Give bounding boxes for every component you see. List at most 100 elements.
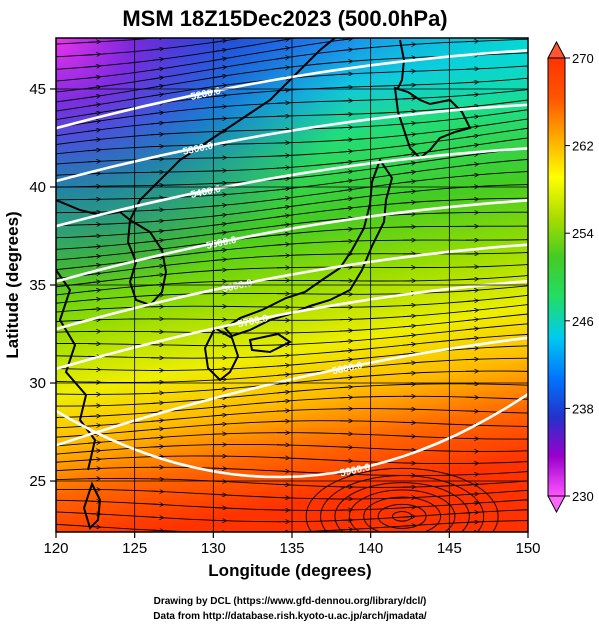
streamline-arrow <box>213 195 225 196</box>
streamline-arrow <box>529 137 540 138</box>
streamline-arrow <box>465 503 477 504</box>
coastline-shikoku <box>248 332 292 354</box>
y-tick-label: 45 <box>29 81 46 98</box>
streamline-arrow <box>339 61 351 62</box>
credit-drawing: Drawing by DCL (https://www.gfd-dennou.o… <box>154 596 427 607</box>
streamline-arrow <box>213 95 225 96</box>
streamline-arrow <box>150 403 162 404</box>
streamline-arrow <box>88 539 99 540</box>
streamline-arrow <box>213 389 225 390</box>
streamline-arrow <box>529 65 540 66</box>
streamline-arrow <box>339 151 351 152</box>
streamline-arrow <box>529 275 540 276</box>
streamline-arrow <box>213 224 225 225</box>
streamline-arrow <box>276 216 288 217</box>
streamline-arrow <box>150 249 162 250</box>
streamline-arrow <box>213 494 225 495</box>
streamline-arrow <box>87 113 99 115</box>
map-gridlines <box>56 38 528 532</box>
streamline-arrow <box>213 205 225 206</box>
streamline-arrow <box>150 517 162 518</box>
y-tick-label: 25 <box>29 473 46 490</box>
streamline-arrow <box>466 28 477 29</box>
streamline-arrow <box>150 257 162 258</box>
streamline <box>56 38 160 45</box>
streamline-arrow <box>529 471 540 472</box>
streamline-arrow <box>529 334 540 335</box>
streamline-arrow <box>402 305 414 306</box>
streamline-arrow <box>402 191 414 192</box>
streamline-arrow <box>339 39 351 40</box>
streamline-arrow <box>87 290 99 291</box>
coastline-sakhalin <box>397 39 406 89</box>
streamline-arrow <box>402 353 414 354</box>
streamline-arrow <box>339 377 351 378</box>
streamline-arrow <box>213 250 225 251</box>
height-contour-line <box>56 279 528 371</box>
streamline-arrow <box>276 48 288 50</box>
streamline <box>56 38 298 70</box>
y-axis-ticks: 25 30 35 40 45 <box>29 81 56 490</box>
streamline-arrow <box>213 76 225 78</box>
streamline-arrow <box>339 529 351 530</box>
colorbar-tick-label: 230 <box>572 489 594 504</box>
streamline-arrow <box>465 512 477 513</box>
streamline-arrow <box>87 42 99 43</box>
streamline <box>56 38 528 93</box>
streamline-arrow <box>465 329 477 330</box>
streamline-arrow <box>276 156 288 157</box>
colorbar-scale <box>547 57 566 497</box>
streamline-arrow <box>87 54 99 55</box>
streamline-arrow <box>339 360 351 361</box>
x-tick-label: 150 <box>515 540 540 557</box>
streamline-arrow <box>529 127 540 128</box>
colorbar-tick-label: 254 <box>572 226 594 241</box>
streamline-arrow <box>529 98 540 99</box>
credit-data: Data from http://database.rish.kyoto-u.a… <box>153 611 427 622</box>
streamline-arrow <box>213 107 225 108</box>
streamline-arrow <box>529 108 540 110</box>
streamline-arrow <box>276 168 288 169</box>
streamline <box>56 313 528 334</box>
streamline-arrow <box>529 303 540 304</box>
streamline-arrow <box>87 161 99 162</box>
streamline-arrow <box>465 136 477 137</box>
streamline-arrow <box>213 233 225 234</box>
streamline-arrow <box>529 52 540 53</box>
streamline-arrow <box>276 57 288 58</box>
streamline-arrow <box>402 202 414 203</box>
y-tick-label: 30 <box>29 375 46 392</box>
streamline-arrow <box>529 294 540 295</box>
streamline-arrow <box>87 105 99 107</box>
streamline-arrow <box>150 530 162 531</box>
x-axis-label: Longitude (degrees) <box>208 561 371 580</box>
streamline <box>56 127 528 165</box>
wind-streamlines <box>56 28 540 540</box>
streamline-arrow <box>402 344 414 345</box>
x-axis-ticks: 120 125 130 135 140 145 150 <box>43 532 541 557</box>
streamline <box>56 252 528 279</box>
streamline-arrow <box>529 323 540 324</box>
y-axis-label: Latitude (degrees) <box>3 211 22 358</box>
streamline-arrow <box>276 355 288 356</box>
x-tick-label: 125 <box>122 540 147 557</box>
coastline-honshu <box>223 157 394 338</box>
streamline <box>56 395 528 418</box>
streamline-arrow <box>150 49 162 50</box>
streamline-arrow <box>213 415 225 416</box>
streamline-arrow <box>87 96 99 98</box>
streamline-arrow <box>465 106 477 107</box>
streamline-arrow <box>402 172 414 173</box>
streamline-arrow <box>339 162 351 163</box>
x-tick-label: 130 <box>201 540 226 557</box>
streamline-arrow <box>87 236 99 237</box>
streamline-arrow <box>403 32 414 33</box>
streamline-arrow <box>150 78 162 80</box>
streamline-arrow <box>276 67 288 68</box>
streamline-arrow <box>529 461 540 462</box>
streamline-arrow <box>150 123 162 124</box>
streamline-arrow <box>87 87 99 88</box>
streamline-arrow <box>402 123 414 124</box>
streamline-arrow <box>213 260 225 261</box>
streamline-arrow <box>339 199 351 200</box>
